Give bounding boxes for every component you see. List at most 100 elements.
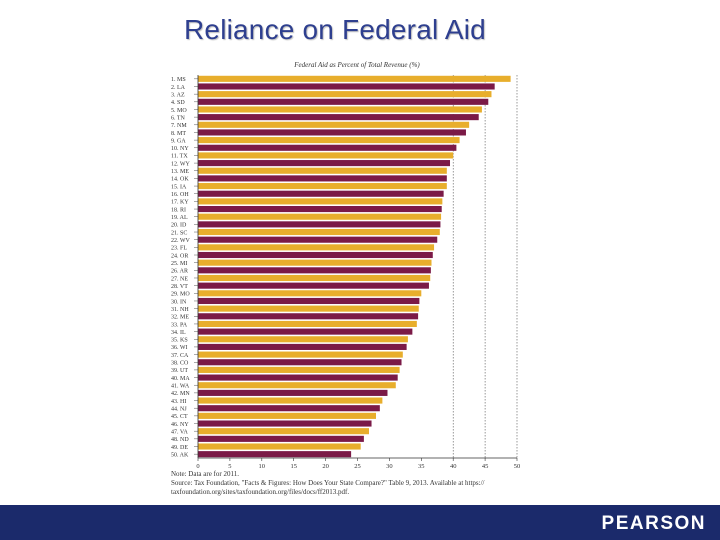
category-label: 2. LA bbox=[171, 85, 186, 91]
category-label: 42. MN bbox=[171, 391, 190, 397]
category-label: 26. AR bbox=[171, 269, 188, 275]
category-label: 15. IA bbox=[171, 184, 187, 190]
note-line: Note: Data are for 2011. bbox=[171, 470, 239, 478]
bar bbox=[198, 382, 396, 389]
bar bbox=[198, 152, 454, 159]
bar bbox=[198, 198, 443, 205]
x-tick-label: 25 bbox=[354, 463, 361, 470]
category-label: 25. MI bbox=[171, 261, 187, 267]
bar bbox=[198, 359, 402, 366]
bar bbox=[198, 274, 431, 282]
category-label: 16. OH bbox=[171, 192, 189, 198]
category-label: 36. WI bbox=[171, 345, 188, 351]
category-label: 33. PA bbox=[171, 322, 188, 328]
bar bbox=[198, 175, 447, 182]
bar bbox=[198, 160, 451, 167]
category-label: 39. UT bbox=[171, 368, 188, 374]
bar bbox=[198, 336, 408, 343]
bar bbox=[198, 114, 479, 121]
footer-bar: PEARSON bbox=[0, 505, 720, 540]
category-label: 10. NY bbox=[171, 146, 189, 152]
category-label: 21. SC bbox=[171, 230, 187, 236]
category-label: 30. IN bbox=[171, 299, 187, 305]
bar bbox=[198, 405, 380, 412]
bar bbox=[198, 98, 489, 105]
category-label: 32. ME bbox=[171, 315, 189, 321]
bar bbox=[198, 451, 352, 458]
category-label: 5. MO bbox=[171, 108, 187, 114]
bar bbox=[198, 75, 511, 82]
bar bbox=[198, 221, 441, 228]
category-label: 28. VT bbox=[171, 284, 188, 290]
category-label: 41. WA bbox=[171, 384, 190, 390]
category-label: 7. NM bbox=[171, 123, 187, 129]
bar bbox=[198, 267, 431, 274]
category-label: 18. RI bbox=[171, 207, 186, 213]
bar bbox=[198, 443, 361, 450]
category-label: 24. OR bbox=[171, 253, 188, 259]
bar-chart: Federal Aid as Percent of Total Revenue … bbox=[165, 56, 535, 506]
category-label: 35. KS bbox=[171, 338, 188, 344]
category-label: 38. CO bbox=[171, 361, 189, 367]
bar bbox=[198, 435, 364, 442]
source-line: Source: Tax Foundation, "Facts & Figures… bbox=[171, 479, 485, 487]
chart-notes: Note: Data are for 2011. Source: Tax Fou… bbox=[171, 470, 551, 497]
category-label: 13. ME bbox=[171, 169, 189, 175]
bar bbox=[198, 167, 447, 174]
bar bbox=[198, 121, 470, 128]
x-tick-label: 45 bbox=[482, 463, 489, 470]
x-tick-label: 40 bbox=[450, 463, 457, 470]
category-label: 20. ID bbox=[171, 223, 187, 229]
category-label: 11. TX bbox=[171, 154, 188, 160]
category-label: 34. IL bbox=[171, 330, 186, 336]
bar bbox=[198, 83, 495, 90]
category-label: 43. HI bbox=[171, 399, 186, 405]
bar bbox=[198, 290, 422, 297]
bar bbox=[198, 412, 377, 419]
category-label: 14. OK bbox=[171, 177, 189, 183]
bar bbox=[198, 297, 420, 305]
category-label: 44. NJ bbox=[171, 407, 187, 413]
bar bbox=[198, 251, 433, 259]
x-tick-label: 35 bbox=[418, 463, 425, 470]
category-label: 12. WY bbox=[171, 161, 191, 167]
category-label: 6. TN bbox=[171, 115, 186, 121]
bar bbox=[198, 374, 398, 381]
bar bbox=[198, 366, 400, 373]
category-label: 9. GA bbox=[171, 138, 186, 144]
bar bbox=[198, 320, 417, 327]
slide-title: Reliance on Federal Aid bbox=[184, 14, 486, 45]
category-label: 31. NH bbox=[171, 307, 189, 313]
category-label: 50. AK bbox=[171, 452, 189, 458]
category-label: 40. MA bbox=[171, 376, 190, 382]
bar bbox=[198, 343, 407, 350]
x-tick-label: 10 bbox=[259, 463, 266, 470]
category-label: 3. AZ bbox=[171, 92, 185, 98]
bar bbox=[198, 144, 457, 151]
category-label: 49. DE bbox=[171, 445, 188, 451]
category-label: 47. VA bbox=[171, 429, 188, 435]
category-label: 29. MO bbox=[171, 292, 190, 298]
bar bbox=[198, 137, 460, 144]
bar bbox=[198, 420, 372, 427]
bar bbox=[198, 106, 482, 113]
x-tick-label: 0 bbox=[196, 463, 199, 470]
category-label: 22. WV bbox=[171, 238, 191, 244]
x-tick-label: 15 bbox=[290, 463, 297, 470]
category-label: 19. AL bbox=[171, 215, 188, 221]
bar bbox=[198, 190, 444, 197]
category-label: 37. CA bbox=[171, 353, 189, 359]
x-tick-label: 20 bbox=[322, 463, 329, 470]
category-label: 48. ND bbox=[171, 437, 189, 443]
bar bbox=[198, 351, 403, 358]
chart-title: Federal Aid as Percent of Total Revenue … bbox=[293, 61, 420, 69]
bar bbox=[198, 129, 466, 136]
source-url-line: taxfoundation.org/sites/taxfoundation.or… bbox=[171, 488, 350, 496]
bar bbox=[198, 206, 442, 213]
category-label: 17. KY bbox=[171, 200, 189, 206]
bar bbox=[198, 91, 492, 98]
chart-canvas: Federal Aid as Percent of Total Revenue … bbox=[171, 61, 520, 470]
bar bbox=[198, 259, 432, 266]
bar bbox=[198, 328, 413, 335]
bar bbox=[198, 213, 442, 220]
